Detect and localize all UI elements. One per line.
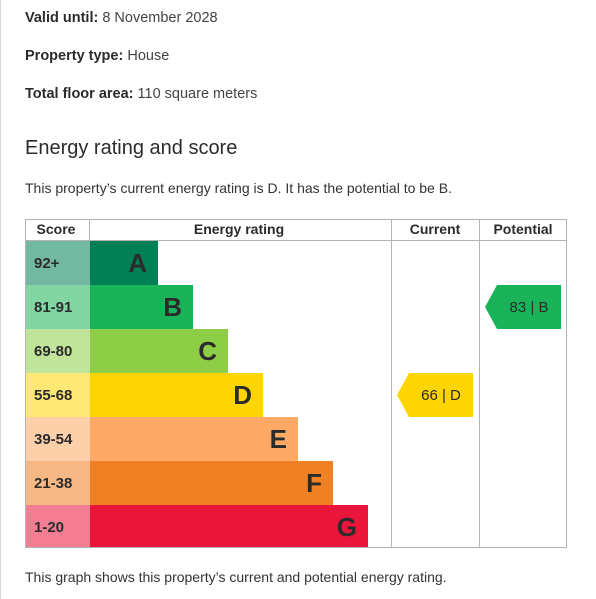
rating-letter-c: C <box>198 336 217 366</box>
score-cell-g <box>26 505 90 548</box>
score-cell-a <box>26 241 90 285</box>
rating-letter-f: F <box>306 468 322 498</box>
header-score: Score <box>37 221 76 237</box>
score-label-d: 55-68 <box>34 387 72 404</box>
header-current: Current <box>410 221 461 237</box>
rating-bar-g <box>90 505 368 548</box>
header-energy-rating: Energy rating <box>194 221 284 237</box>
rating-bar-a <box>90 241 158 285</box>
grid-layer <box>25 219 567 548</box>
score-label-b: 81-91 <box>34 299 72 316</box>
score-label-a: 92+ <box>34 255 60 272</box>
rating-bar-e <box>90 417 298 461</box>
energy-rating-chart: 92+ A81-91 B69-80 C55-68 D39-54 E21-38 F1-20 G … <box>25 219 567 548</box>
section-heading: Energy rating and score <box>25 137 238 159</box>
score-label-c: 69-80 <box>34 343 72 360</box>
chart-frame <box>25 219 567 548</box>
arrows-layer: 66 | D 83 | B <box>397 285 561 417</box>
property-type-row: Property type: House <box>25 48 169 64</box>
header-potential: Potential <box>493 221 552 237</box>
score-cell-c <box>26 329 90 373</box>
rating-letter-d: D <box>233 380 252 410</box>
valid-until-label: Valid until: <box>25 10 99 26</box>
rating-bar-f <box>90 461 333 505</box>
rating-letter-a: A <box>128 248 147 278</box>
score-cell-d <box>26 373 90 417</box>
score-label-f: 21-38 <box>34 475 72 492</box>
floor-area-label: Total floor area: <box>25 86 134 102</box>
rating-summary: This property’s current energy rating is… <box>25 180 452 196</box>
potential-rating-label: 83 | B <box>510 299 549 316</box>
rating-letter-e: E <box>270 424 287 454</box>
current-rating-arrow <box>397 373 473 417</box>
rating-bar-b <box>90 285 193 329</box>
bands-layer: 92+ A 81-91 B 69-80 C 55-68 D 39-54 E 21-38 F 1-20 G <box>26 241 368 548</box>
score-cell-e <box>26 417 90 461</box>
rating-bar-c <box>90 329 228 373</box>
potential-rating-arrow <box>485 285 561 329</box>
rating-letter-b: B <box>163 292 182 322</box>
score-label-e: 39-54 <box>34 431 73 448</box>
score-label-g: 1-20 <box>34 519 64 536</box>
floor-area-value: 110 square meters <box>137 86 258 102</box>
property-type-label: Property type: <box>25 48 124 64</box>
chart-caption: This graph shows this property’s current… <box>25 569 447 585</box>
valid-until-row: Valid until: 8 November 2028 <box>25 10 218 26</box>
property-type-value: House <box>127 48 170 64</box>
score-cell-b <box>26 285 90 329</box>
rating-letter-g: G <box>337 512 357 542</box>
left-border <box>0 0 1 599</box>
score-cell-f <box>26 461 90 505</box>
floor-area-row: Total floor area: 110 square meters <box>25 86 257 102</box>
current-rating-label: 66 | D <box>421 387 461 404</box>
rating-bar-d <box>90 373 263 417</box>
valid-until-value: 8 November 2028 <box>102 10 218 26</box>
